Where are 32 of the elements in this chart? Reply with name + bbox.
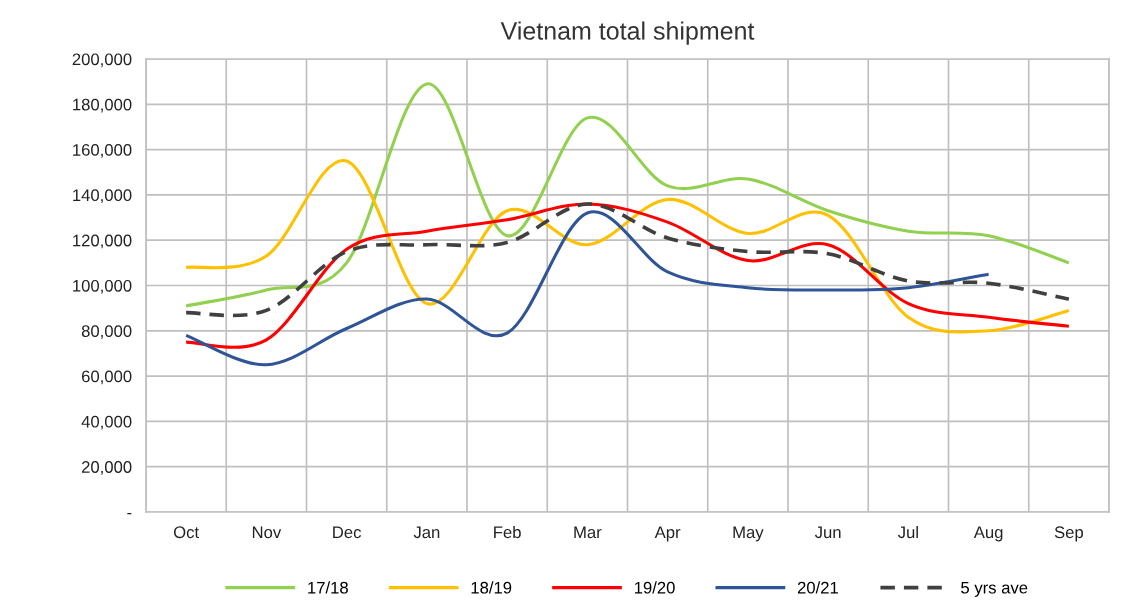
y-tick-label: - — [127, 512, 132, 515]
y-tick-label: 180,000 — [73, 98, 132, 113]
legend-label: 18/19 — [471, 581, 512, 594]
x-tick-label: Jun — [814, 526, 841, 539]
x-tick-label: Nov — [252, 526, 282, 539]
legend-label: 19/20 — [634, 581, 675, 594]
y-tick-label: 140,000 — [73, 189, 132, 204]
x-tick-label: Dec — [333, 526, 361, 539]
y-tick-label: 160,000 — [73, 144, 132, 158]
y-tick-label: 100,000 — [73, 279, 132, 294]
x-tick-label: Mar — [574, 526, 602, 539]
x-tick-label: Feb — [494, 525, 521, 539]
chart-title: Vietnam total shipment — [500, 21, 755, 45]
y-tick-label: 40,000 — [81, 415, 132, 430]
x-tick-label: Aug — [973, 526, 1003, 542]
x-tick-label: Sep — [1054, 526, 1083, 542]
x-tick-label: Oct — [173, 526, 199, 539]
legend-label: 20/21 — [797, 581, 838, 594]
line-series — [184, 159, 1071, 334]
x-tick-label: May — [733, 526, 764, 542]
x-tick-label: Jan — [413, 526, 440, 539]
line-series — [184, 210, 991, 367]
y-tick-label: 60,000 — [81, 370, 132, 385]
legend-label: 17/18 — [308, 581, 348, 594]
y-tick-label: 20,000 — [81, 461, 132, 475]
x-tick-label: Jul — [897, 525, 918, 539]
legend-label: 5 yrs ave — [961, 581, 1028, 597]
y-tick-label: 120,000 — [73, 234, 132, 249]
y-tick-label: 80,000 — [81, 325, 132, 339]
line-series — [184, 82, 1071, 308]
y-tick-label: 200,000 — [72, 53, 132, 68]
x-tick-label: Apr — [654, 526, 681, 542]
